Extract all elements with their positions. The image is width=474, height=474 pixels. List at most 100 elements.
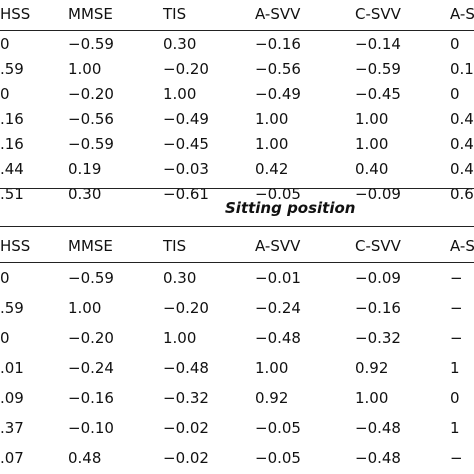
table-cell: 1.00 [255,135,289,153]
column-header: HSS [0,237,31,255]
table-cell: 0.4 [450,135,474,153]
table-cell: −0.45 [355,85,401,103]
table-cell: −0.16 [255,35,301,53]
section-title: Sitting position [225,199,356,217]
column-header: C-SVV [355,5,401,23]
table-cell: 1.00 [68,299,102,317]
table-cell: 1.00 [355,389,389,407]
table-cell: −0.56 [255,60,301,78]
table-cell: −0.01 [255,269,301,287]
column-header: MMSE [68,237,113,255]
table-cell: 1.00 [68,60,102,78]
column-header: TIS [163,5,187,23]
table-cell: 1.00 [255,359,289,377]
table-cell: −0.24 [68,359,114,377]
table-cell: −0.48 [355,449,401,467]
table-cell: −0.14 [355,35,401,53]
table-cell: − [450,299,463,317]
table-cell: 0.19 [68,160,102,178]
table-cell: 1.00 [355,135,389,153]
table-cell: −0.49 [255,85,301,103]
table-cell: .44 [0,160,24,178]
table-cell: 1 [450,419,460,437]
table-cell: 1.00 [355,110,389,128]
table-cell: 0 [0,269,10,287]
column-header: HSS [0,5,31,23]
header-rule [0,30,474,31]
table-cell: 0 [0,85,10,103]
table-cell: −0.20 [163,60,209,78]
table-cell: −0.16 [68,389,114,407]
table-cell: 0.48 [68,449,102,467]
table-cell: −0.20 [68,85,114,103]
table-cell: −0.49 [163,110,209,128]
table-cell: −0.56 [68,110,114,128]
column-header: A-SVV [255,5,301,23]
section-rule [0,226,474,227]
table-cell: 0 [0,35,10,53]
table-cell: 1.00 [255,110,289,128]
table-cell: −0.20 [68,329,114,347]
table-cell: −0.10 [68,419,114,437]
table-cell: 0 [450,35,460,53]
table-cell: −0.03 [163,160,209,178]
table-cell: − [450,449,463,467]
table-cell: .59 [0,299,24,317]
table-cell: −0.24 [255,299,301,317]
table-cell: .37 [0,419,24,437]
table-cell: − [450,329,463,347]
table-cell: − [450,269,463,287]
table-cell: −0.59 [68,269,114,287]
table-cell: 0.6 [450,185,474,203]
table-cell: .51 [0,185,24,203]
table-cell: 0 [450,389,460,407]
table-cell: −0.32 [163,389,209,407]
table-cell: .16 [0,110,24,128]
table-cell: 0.30 [163,35,197,53]
header-rule [0,262,474,263]
table-cell: −0.02 [163,419,209,437]
table-cell: −0.48 [355,419,401,437]
table-cell: −0.32 [355,329,401,347]
table-cell: −0.09 [355,185,401,203]
table-cell: −0.16 [355,299,401,317]
table-cell: −0.59 [355,60,401,78]
table-cell: 0.4 [450,110,474,128]
table-cell: 0.1 [450,60,474,78]
table-cell: 0.92 [355,359,389,377]
table-cell: −0.05 [255,419,301,437]
table-cell: −0.05 [255,449,301,467]
table-cell: 0 [450,85,460,103]
table-cell: 0.42 [255,160,289,178]
table-cell: .09 [0,389,24,407]
table-cell: 0.30 [163,269,197,287]
table-cell: 0 [0,329,10,347]
table-cell: −0.45 [163,135,209,153]
table-cell: 0.30 [68,185,102,203]
table-cell: .16 [0,135,24,153]
table-cell: .07 [0,449,24,467]
table-cell: −0.59 [68,135,114,153]
table-cell: −0.05 [255,185,301,203]
table-cell: 1.00 [163,85,197,103]
table-cell: −0.48 [255,329,301,347]
table-cell: .59 [0,60,24,78]
table-cell: −0.09 [355,269,401,287]
table-cell: 1 [450,359,460,377]
column-header: A-S [450,237,474,255]
table-cell: 1.00 [163,329,197,347]
table-cell: .01 [0,359,24,377]
table-cell: −0.59 [68,35,114,53]
table-cell: 0.40 [355,160,389,178]
column-header: A-S [450,5,474,23]
table-cell: −0.48 [163,359,209,377]
column-header: A-SVV [255,237,301,255]
table-cell: −0.02 [163,449,209,467]
table-cell: 0.4 [450,160,474,178]
table-cell: −0.20 [163,299,209,317]
column-header: MMSE [68,5,113,23]
column-header: TIS [163,237,187,255]
table-cell: 0.92 [255,389,289,407]
column-header: C-SVV [355,237,401,255]
